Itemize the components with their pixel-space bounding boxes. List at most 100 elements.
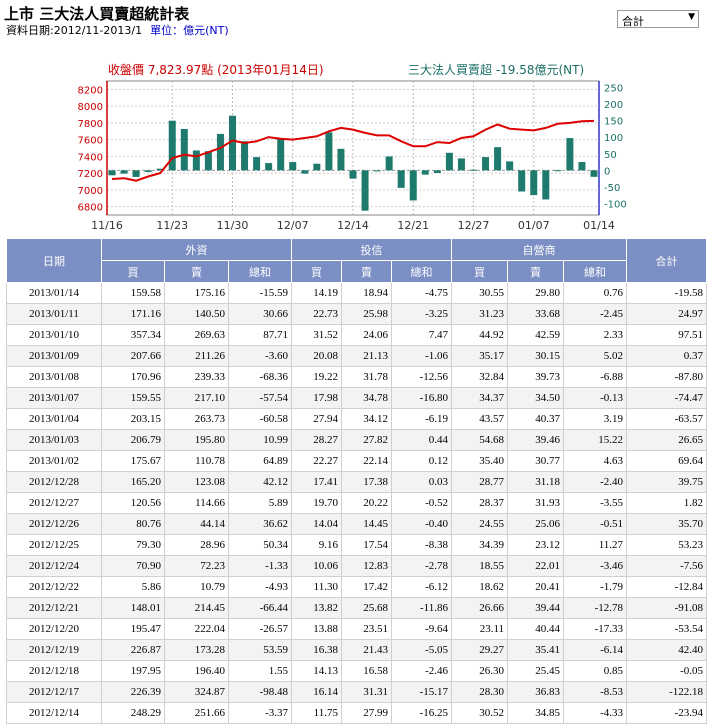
cell-value: 97.51 (626, 324, 708, 346)
cell-value: 0.76 (563, 282, 628, 304)
net-buy-bar (542, 170, 550, 200)
cell-value: -122.18 (626, 681, 708, 703)
cell-date: 2013/01/04 (6, 408, 102, 430)
cell-value: 18.62 (451, 576, 509, 598)
cell-value: 20.08 (291, 345, 343, 367)
cell-value: 14.45 (341, 513, 393, 535)
cell-value: -60.58 (227, 408, 293, 430)
net-buy-bar (445, 152, 453, 171)
cell-value: -0.51 (563, 513, 628, 535)
cell-value: 159.58 (101, 282, 165, 304)
net-buy-bar (578, 162, 586, 171)
cell-value: 17.98 (291, 387, 343, 409)
cell-value: 7.47 (391, 324, 453, 346)
cell-value: -91.08 (626, 597, 708, 619)
sub-header-net: 總和 (563, 260, 628, 283)
cell-value: 34.39 (451, 534, 509, 556)
cell-value: -3.46 (563, 555, 628, 577)
cell-date: 2013/01/09 (6, 345, 102, 367)
cell-value: 211.26 (164, 345, 229, 367)
table-row: 2012/12/25 79.30 28.96 50.34 9.16 17.54 -8.38 3… (6, 534, 708, 556)
cell-value: -12.78 (563, 597, 628, 619)
cell-value: 16.58 (341, 660, 393, 682)
cell-value: -6.14 (563, 639, 628, 661)
sub-header-row: 買 賣 總和 買 賣 總和 買 賣 總和 (7, 260, 707, 283)
net-buy-bar (554, 170, 562, 172)
right-tick-label: 200 (604, 100, 623, 111)
cell-value: 53.59 (227, 639, 293, 661)
x-tick-label: 12/27 (458, 219, 490, 232)
cell-value: -3.37 (227, 702, 293, 724)
cell-value: 0.85 (563, 660, 628, 682)
cell-value: -4.33 (563, 702, 628, 724)
cell-value: 27.94 (291, 408, 343, 430)
cell-value: 80.76 (101, 513, 165, 535)
cell-value: 2.33 (563, 324, 628, 346)
net-buy-bar (216, 133, 224, 171)
cell-value: 226.39 (101, 681, 165, 703)
sub-header-buy: 買 (451, 260, 509, 283)
net-buy-bar (506, 161, 514, 171)
cell-value: -6.12 (391, 576, 453, 598)
net-buy-bar (482, 157, 490, 171)
cell-value: 251.66 (164, 702, 229, 724)
cell-value: 35.17 (451, 345, 509, 367)
cell-value: 43.57 (451, 408, 509, 430)
cell-value: 22.27 (291, 450, 343, 472)
category-select-value: 合計 (622, 15, 644, 28)
cell-value: 217.10 (164, 387, 229, 409)
cell-value: 123.08 (164, 471, 229, 493)
cell-date: 2012/12/20 (6, 618, 102, 640)
cell-value: 33.68 (507, 303, 565, 325)
sub-header-sell: 賣 (341, 260, 393, 283)
net-buy-bar (385, 156, 393, 171)
cell-value: 23.12 (507, 534, 565, 556)
cell-value: -57.54 (227, 387, 293, 409)
cell-value: 70.90 (101, 555, 165, 577)
cell-value: 4.63 (563, 450, 628, 472)
cell-value: 195.80 (164, 429, 229, 451)
right-tick-label: 150 (604, 117, 623, 128)
cell-value: 30.55 (451, 282, 509, 304)
net-buy-bar (566, 138, 574, 171)
cell-value: -15.17 (391, 681, 453, 703)
left-tick-label: 8000 (78, 102, 103, 113)
cell-value: 10.06 (291, 555, 343, 577)
net-buy-bar (253, 157, 261, 171)
table-row: 2012/12/26 80.76 44.14 36.62 14.04 14.45 -0.40… (6, 513, 708, 535)
left-tick-label: 8200 (78, 85, 103, 96)
cell-value: 23.11 (451, 618, 509, 640)
cell-value: -6.88 (563, 366, 628, 388)
cell-value: 148.01 (101, 597, 165, 619)
net-buy-bar (361, 170, 369, 211)
cell-value: 263.73 (164, 408, 229, 430)
table-row: 2012/12/21 148.01 214.45 -66.44 13.82 25.68 -1… (6, 597, 708, 619)
cell-value: 9.16 (291, 534, 343, 556)
category-select[interactable]: 合計 ▼ (617, 10, 699, 28)
cell-value: 175.16 (164, 282, 229, 304)
cell-value: -53.54 (626, 618, 708, 640)
cell-value: -4.75 (391, 282, 453, 304)
cell-value: -23.94 (626, 702, 708, 724)
cell-value: -3.60 (227, 345, 293, 367)
cell-value: 14.04 (291, 513, 343, 535)
cell-date: 2013/01/14 (6, 282, 102, 304)
cell-value: 30.15 (507, 345, 565, 367)
header-foreign: 外資 (100, 238, 293, 261)
cell-value: 14.19 (291, 282, 343, 304)
cell-value: -16.80 (391, 387, 453, 409)
cell-value: 17.54 (341, 534, 393, 556)
cell-value: -1.79 (563, 576, 628, 598)
chevron-down-icon: ▼ (688, 12, 695, 22)
cell-value: -1.33 (227, 555, 293, 577)
group-header-row: 日期 外資 投信 自營商 合計 (6, 238, 708, 283)
cell-value: 50.34 (227, 534, 293, 556)
cell-value: -0.13 (563, 387, 628, 409)
cell-value: -6.19 (391, 408, 453, 430)
cell-value: 42.12 (227, 471, 293, 493)
x-tick-label: 01/07 (518, 219, 550, 232)
unit-label: 單位：億元(NT) (150, 24, 229, 37)
cell-value: 13.88 (291, 618, 343, 640)
cell-value: 27.82 (341, 429, 393, 451)
table-row: 2012/12/24 70.90 72.23 -1.33 10.06 12.83 -2.78… (6, 555, 708, 577)
